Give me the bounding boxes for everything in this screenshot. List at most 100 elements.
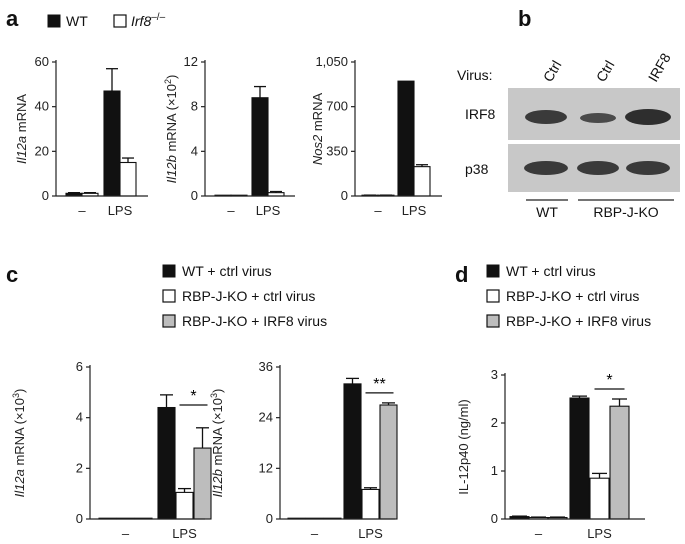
ylabel-a2: Il12b mRNA (×102) (163, 75, 179, 184)
xtick-label-c2-0: – (311, 526, 319, 541)
blot-row-irf8: IRF8 (465, 106, 496, 122)
bar-d1-s1-c1 (589, 477, 610, 520)
legend-c-swatch-0 (162, 264, 176, 278)
band-irf8-lane3 (625, 109, 671, 125)
ylabel-a1: Il12a mRNA (14, 94, 29, 164)
chart-c2: 0 12 24 36 – LPS Il12b mRNA (×103) ** (209, 359, 398, 541)
blot-lane-2: Ctrl (593, 58, 618, 85)
ylabel-text-d1: IL-12p40 (ng/ml) (456, 399, 471, 494)
ylabel-sup-a2: 2 (163, 79, 173, 84)
ytick-label-a2-2: 8 (191, 99, 198, 114)
western-blot: Virus: Ctrl Ctrl IRF8 IRF8 p38 WT RBP-J-… (457, 50, 680, 220)
ytick-label-a3-2: 700 (326, 99, 348, 114)
ylabel-end-c1: ) (12, 389, 27, 393)
legend-d-swatch-1 (486, 289, 500, 303)
ytick-label-a3-3: 1,050 (315, 54, 348, 69)
xtick-label-c1-1: LPS (172, 526, 197, 541)
ytick-label-c1-1: 2 (76, 460, 83, 475)
sig-star-d1: * (606, 372, 612, 389)
ylabel-end-a2: ) (164, 75, 179, 79)
sig-star-c1: * (190, 388, 196, 405)
ylabel-c1: Il12a mRNA (×103) (11, 389, 27, 498)
ytick-label-d1-2: 2 (491, 415, 498, 430)
ylabel-text-c2: mRNA (×10 (210, 398, 225, 469)
ytick-label-a1-1: 20 (35, 143, 49, 158)
blot-row-p38: p38 (465, 161, 489, 177)
sig-star-c2: ** (373, 376, 385, 393)
ytick-label-a1-0: 0 (42, 188, 49, 203)
legend-ko-superscript: –/– (151, 12, 165, 23)
ylabel-gene-a1: Il12a (14, 136, 29, 164)
ylabel-gene-c2: Il12b (210, 469, 225, 497)
legend-ko-gene: Irf8 (131, 13, 151, 29)
ylabel-text-c1: mRNA (×10 (12, 398, 27, 469)
ytick-label-d1-3: 3 (491, 367, 498, 382)
bar-a3-s0-c1 (397, 80, 415, 197)
legend-d-swatch-0 (486, 264, 500, 278)
legend-c-swatch-2 (162, 314, 176, 328)
ytick-label-a2-1: 4 (191, 143, 198, 158)
band-p38-lane2 (577, 161, 619, 175)
legend-d-swatch-2 (486, 314, 500, 328)
blot-group-ko: RBP-J-KO (593, 204, 658, 220)
ytick-label-c1-0: 0 (76, 511, 83, 526)
legend-d-label-1: RBP-J-KO + ctrl virus (506, 288, 639, 304)
legend-panel-a: WT Irf8–/– (47, 12, 166, 29)
ylabel-gene-c1: Il12a (12, 469, 27, 497)
band-p38-lane1 (524, 161, 568, 175)
xtick-label-a2-1: LPS (256, 203, 281, 218)
bar-a2-s0-c1 (251, 97, 269, 197)
bar-c2-s0-c1 (343, 383, 362, 520)
ylabel-sup-c1: 3 (11, 393, 21, 398)
blot-group-wt: WT (536, 204, 558, 220)
blot-lane-1: Ctrl (540, 58, 565, 85)
legend-label-ko: Irf8–/– (131, 12, 166, 29)
ytick-label-c1-3: 6 (76, 359, 83, 374)
ytick-label-c2-0: 0 (266, 511, 273, 526)
legend-panel-c: WT + ctrl virus RBP-J-KO + ctrl virus RB… (162, 263, 327, 329)
ytick-label-c2-1: 12 (259, 460, 273, 475)
panel-label-a: a (6, 6, 19, 31)
panel-label-b: b (518, 6, 531, 31)
xtick-label-c2-1: LPS (358, 526, 383, 541)
chart-c1: 0 2 4 6 – LPS Il12a mRNA (×103) * (11, 359, 212, 541)
ylabel-sup-c2: 3 (209, 393, 219, 398)
xtick-label-d1-0: – (535, 526, 543, 541)
legend-swatch-wt (47, 14, 61, 28)
chart-a3: 0 350 700 1,050 – LPS Nos2 mRNA (310, 54, 442, 218)
ylabel-d1: IL-12p40 (ng/ml) (456, 399, 471, 494)
bar-c1-s2-c1 (193, 447, 212, 520)
xtick-label-a2-0: – (227, 203, 235, 218)
ylabel-text-a1: mRNA (14, 94, 29, 136)
chart-d1: 0 1 2 3 – LPS IL-12p40 (ng/ml) * (456, 367, 645, 541)
ylabel-end-c2: ) (210, 389, 225, 393)
ylabel-text-a3: mRNA (310, 93, 325, 135)
legend-swatch-ko (113, 14, 127, 28)
bar-c2-s2-c1 (379, 404, 398, 520)
blot-virus-label: Virus: (457, 67, 493, 83)
ytick-label-c2-3: 36 (259, 359, 273, 374)
xtick-label-a1-1: LPS (108, 203, 133, 218)
xtick-label-a3-1: LPS (402, 203, 427, 218)
legend-panel-d: WT + ctrl virus RBP-J-KO + ctrl virus RB… (486, 263, 651, 329)
chart-a2: 0 4 8 12 – LPS Il12b mRNA (×102) (163, 54, 295, 218)
ytick-label-c2-2: 24 (259, 410, 273, 425)
legend-label-wt: WT (66, 13, 88, 29)
bar-a1-s0-c1 (103, 90, 121, 197)
legend-d-label-0: WT + ctrl virus (506, 263, 596, 279)
ylabel-c2: Il12b mRNA (×103) (209, 389, 225, 498)
panel-label-d: d (455, 262, 468, 287)
chart-a1: 0 20 40 60 – LPS Il12a mRNA (14, 54, 148, 218)
ytick-label-a1-2: 40 (35, 99, 49, 114)
xtick-label-a3-0: – (374, 203, 382, 218)
ylabel-a3: Nos2 mRNA (310, 93, 325, 166)
legend-c-label-1: RBP-J-KO + ctrl virus (182, 288, 315, 304)
ytick-label-a2-0: 0 (191, 188, 198, 203)
bar-c1-s1-c1 (175, 491, 194, 520)
xtick-label-c1-0: – (122, 526, 130, 541)
bar-d1-s2-c1 (609, 405, 630, 520)
ytick-label-a1-3: 60 (35, 54, 49, 69)
bar-d1-s0-c1 (569, 397, 590, 520)
